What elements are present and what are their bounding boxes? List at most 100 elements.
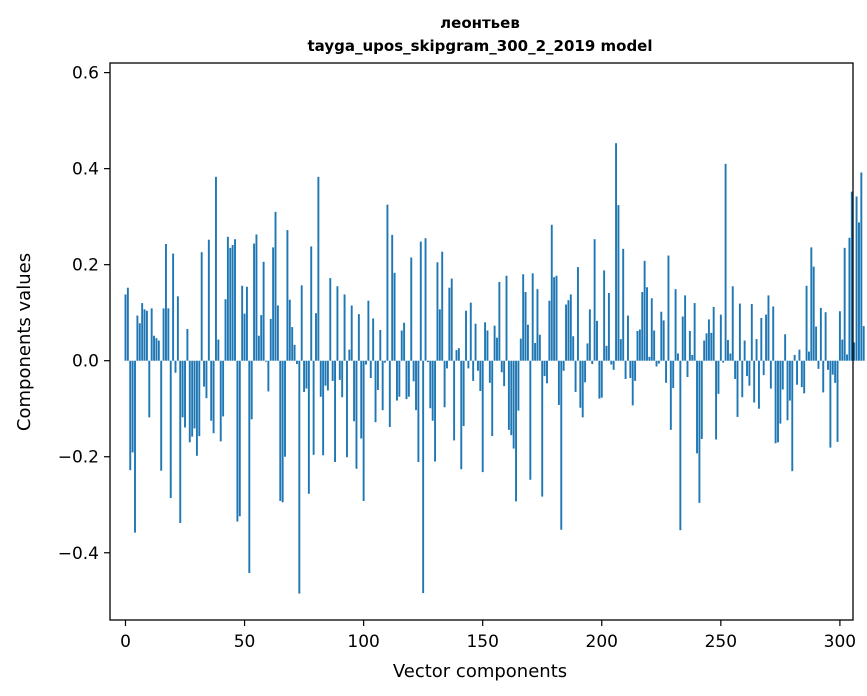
bar-73 [298, 360, 301, 594]
bar-234 [681, 316, 684, 361]
bar-261 [746, 360, 748, 377]
bar-239 [693, 303, 696, 361]
bar-190 [576, 267, 579, 361]
bar-213 [631, 360, 634, 406]
bar-207 [617, 205, 620, 361]
bar-14 [157, 340, 160, 361]
bar-193 [584, 360, 587, 383]
bar-84 [324, 360, 327, 386]
y-axis-label: Components values [14, 253, 35, 431]
bar-145 [469, 302, 472, 361]
bar-282 [796, 360, 798, 385]
bar-268 [762, 360, 765, 376]
bar-24 [181, 360, 184, 418]
bar-252 [724, 163, 727, 361]
bar-307 [855, 196, 858, 361]
bar-121 [412, 360, 415, 382]
y-tick-label: −0.4 [58, 544, 99, 564]
bar-61 [269, 318, 272, 361]
bar-253 [727, 340, 729, 361]
bar-0 [124, 294, 127, 361]
bar-215 [636, 330, 639, 361]
bar-196 [591, 360, 594, 365]
bar-160 [505, 275, 508, 361]
x-tick-label: 300 [824, 632, 856, 652]
bar-192 [581, 360, 584, 418]
bar-225 [660, 311, 663, 361]
bar-71 [293, 344, 296, 361]
bar-181 [555, 275, 558, 361]
bar-248 [715, 360, 718, 440]
bar-204 [610, 360, 613, 365]
bar-35 [207, 239, 210, 361]
bar-178 [548, 300, 551, 361]
bar-52 [248, 360, 251, 573]
bar-41 [222, 360, 225, 417]
bar-93 [346, 360, 348, 458]
bar-154 [491, 360, 494, 437]
bar-56 [257, 335, 260, 361]
bar-12 [153, 335, 156, 361]
bar-246 [710, 332, 713, 361]
bar-66 [281, 360, 284, 503]
bar-257 [736, 360, 739, 417]
bar-31 [198, 360, 201, 437]
bar-287 [807, 351, 810, 361]
bar-128 [429, 360, 432, 409]
bar-13 [155, 338, 158, 361]
bar-180 [553, 277, 556, 361]
bar-82 [319, 360, 322, 397]
bar-171 [531, 273, 534, 361]
bar-308 [858, 222, 860, 361]
bar-309 [860, 172, 863, 361]
bar-214 [634, 360, 637, 381]
x-tick-label: 100 [347, 632, 379, 652]
bar-218 [643, 260, 646, 361]
bar-98 [357, 314, 360, 361]
bar-48 [238, 360, 241, 517]
bar-96 [353, 360, 356, 422]
bar-221 [650, 298, 653, 361]
bar-270 [767, 295, 770, 361]
bar-134 [443, 360, 446, 408]
bar-104 [372, 318, 375, 361]
bar-291 [817, 360, 820, 369]
bar-305 [850, 191, 853, 361]
bar-279 [788, 360, 791, 401]
bar-1 [126, 287, 129, 361]
bar-146 [472, 360, 475, 381]
bar-187 [569, 294, 572, 361]
bar-235 [684, 295, 687, 361]
bar-284 [800, 360, 803, 388]
bar-89 [336, 286, 339, 361]
bar-119 [407, 360, 410, 397]
bar-106 [376, 360, 379, 390]
bar-210 [624, 360, 627, 379]
bar-7 [141, 303, 144, 361]
bar-170 [529, 360, 532, 480]
bar-172 [534, 342, 537, 361]
bar-25 [184, 360, 186, 428]
bar-151 [484, 322, 487, 361]
bar-230 [672, 360, 675, 389]
y-tick-label: −0.2 [58, 448, 99, 468]
bar-102 [367, 300, 370, 361]
bar-91 [341, 360, 344, 398]
bar-10 [148, 360, 151, 418]
bar-265 [755, 339, 758, 361]
bar-148 [476, 360, 479, 371]
bar-57 [260, 315, 263, 361]
bar-241 [698, 360, 701, 503]
bar-232 [677, 353, 679, 361]
bar-22 [176, 296, 179, 361]
bar-158 [500, 360, 503, 373]
bar-258 [738, 303, 741, 361]
bar-47 [236, 360, 239, 522]
bar-245 [707, 319, 710, 361]
bar-9 [145, 310, 148, 361]
bar-19 [169, 360, 172, 499]
bar-293 [822, 360, 825, 393]
bar-138 [453, 360, 456, 441]
bar-294 [824, 312, 827, 361]
bar-39 [217, 339, 220, 361]
